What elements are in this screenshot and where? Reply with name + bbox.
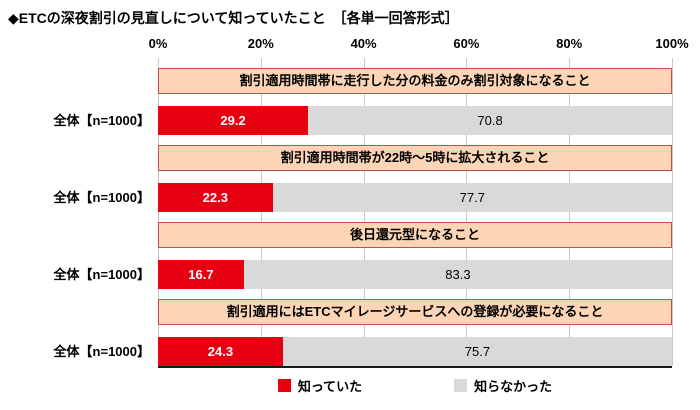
value-label-knew: 22.3 [202,190,228,205]
bar-segment-did-not-know: 75.7 [282,337,672,366]
x-tick-label: 0% [148,36,168,51]
legend-swatch-did-not-know [454,379,468,392]
value-label-did-not-know: 77.7 [459,190,485,205]
bar-segment-did-not-know: 83.3 [243,260,672,289]
row-label: 全体【n=1000】 [53,267,150,282]
gridline [158,58,159,366]
question-group-3: 後日還元型になること 全体【n=1000】 16.7 83.3 [54,212,672,289]
bar-segment-knew: 22.3 [158,183,273,212]
gridline [466,58,468,366]
question-header: 割引適用時間帯に走行した分の料金のみ割引対象になること [158,68,672,94]
gridline [672,58,673,366]
legend-item-knew: 知っていた [277,376,363,395]
gridline [363,58,365,366]
question-group-1: 割引適用時間帯に走行した分の料金のみ割引対象になること 全体【n=1000】 2… [54,58,672,135]
legend-swatch-knew [277,379,291,392]
bar-segment-knew: 16.7 [158,260,244,289]
value-label-knew: 16.7 [188,267,214,282]
x-tick-label: 100% [655,36,689,51]
legend: 知っていた 知らなかった [158,376,672,395]
bar-segment-knew: 29.2 [158,106,309,135]
x-tick-label: 20% [247,36,274,51]
question-group-4: 割引適用にはETCマイレージサービスへの登録が必要になること 全体【n=1000… [54,289,672,366]
bar-row: 全体【n=1000】 22.3 77.7 [54,183,672,212]
value-label-did-not-know: 70.8 [477,113,503,128]
bar-row: 全体【n=1000】 24.3 75.7 [54,337,672,366]
question-header: 後日還元型になること [158,222,672,248]
value-label-did-not-know: 83.3 [445,267,471,282]
bar-segment-knew: 24.3 [158,337,283,366]
bar-segment-did-not-know: 70.8 [308,106,672,135]
legend-item-did-not-know: 知らなかった [454,376,552,395]
value-label-knew: 24.3 [207,344,234,359]
legend-label-knew: 知っていた [297,379,363,394]
row-label: 全体【n=1000】 [53,113,150,128]
x-tick-label: 40% [350,36,377,51]
value-label-knew: 29.2 [220,113,246,128]
value-label-did-not-know: 75.7 [464,344,491,359]
row-label: 全体【n=1000】 [53,190,150,205]
question-header: 割引適用にはETCマイレージサービスへの登録が必要になること [158,299,672,325]
gridline [260,58,262,366]
bar-row: 全体【n=1000】 16.7 83.3 [54,260,672,289]
plot-area: 割引適用時間帯に走行した分の料金のみ割引対象になること 全体【n=1000】 2… [54,58,673,368]
chart-title: ◆ETCの深夜割引の見直しについて知っていたこと ［各単一回答形式］ [8,10,459,26]
bar-segment-did-not-know: 77.7 [272,183,672,212]
bar-row: 全体【n=1000】 29.2 70.8 [54,106,672,135]
question-header: 割引適用時間帯が22時～5時に拡大されること [158,145,672,171]
x-tick-label: 80% [556,36,583,51]
x-axis: 0% 20% 40% 60% 80% 100% [149,36,689,52]
question-group-2: 割引適用時間帯が22時～5時に拡大されること 全体【n=1000】 22.3 7… [54,135,672,212]
row-label: 全体【n=1000】 [53,344,150,359]
gridline [569,58,571,366]
x-tick-label: 60% [453,36,480,51]
legend-label-did-not-know: 知らなかった [474,379,553,394]
